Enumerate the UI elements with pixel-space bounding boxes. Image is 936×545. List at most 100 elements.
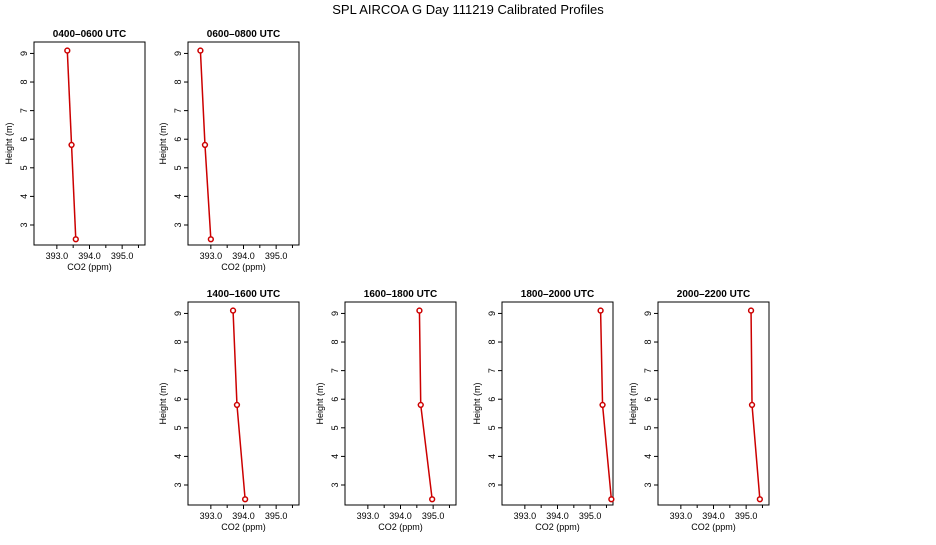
data-point (197, 47, 204, 54)
panel-5: 1800–2000 UTC 393.0 394.0 395.0 3 4 5 6 7 8 9 CO2 (… (472, 289, 615, 532)
data-point (201, 141, 209, 149)
x-tick-label: 393.0 (200, 251, 223, 261)
y-axis-label: Height (m) (158, 122, 168, 164)
data-point (747, 307, 755, 314)
data-point (599, 401, 606, 409)
y-axis-label: Height (m) (315, 382, 325, 424)
data-point (241, 496, 249, 503)
panel-2: 0600–0800 UTC 393.0 394.0 395.0 3 4 5 6 7 8 9 CO2 (… (158, 29, 300, 272)
y-axis-label: Height (m) (4, 122, 14, 164)
panel-6: 2000–2200 UTC 393.0 394.0 395.0 3 4 5 6 7 8 9 CO2 (… (628, 289, 770, 532)
y-tick-label: 6 (643, 397, 653, 402)
y-tick-label: 3 (643, 482, 653, 487)
y-tick-label: 9 (19, 51, 29, 56)
data-point (233, 401, 241, 409)
x-tick-label: 395.0 (265, 511, 288, 521)
data-point (608, 496, 615, 503)
y-tick-label: 9 (173, 311, 183, 316)
y-tick-label: 4 (173, 194, 183, 199)
x-tick-label: 393.0 (670, 511, 693, 521)
y-axis-label: Height (m) (158, 382, 168, 424)
y-tick-label: 9 (173, 51, 183, 56)
data-point (748, 401, 756, 409)
data-point (597, 307, 604, 314)
y-axis-label: Height (m) (472, 382, 482, 424)
y-tick-label: 8 (643, 340, 653, 345)
y-tick-label: 8 (487, 340, 497, 345)
plot-frame (344, 301, 457, 506)
panel-title: 1400–1600 UTC (207, 289, 280, 300)
y-tick-label: 3 (19, 222, 29, 227)
x-axis-label: CO2 (ppm) (378, 522, 423, 532)
plot-frame (33, 41, 146, 246)
panel-title: 1600–1800 UTC (364, 289, 437, 300)
y-tick-label: 4 (173, 454, 183, 459)
x-tick-label: 394.0 (232, 251, 255, 261)
y-tick-label: 9 (643, 311, 653, 316)
plot-frame (501, 301, 614, 506)
y-tick-label: 3 (487, 482, 497, 487)
y-tick-label: 3 (173, 482, 183, 487)
y-tick-label: 9 (487, 311, 497, 316)
panel-4: 1600–1800 UTC 393.0 394.0 395.0 3 4 5 6 7 8 9 CO2 (… (315, 289, 457, 532)
data-point (417, 401, 424, 409)
y-tick-label: 6 (330, 397, 340, 402)
y-tick-label: 9 (330, 311, 340, 316)
y-tick-label: 4 (330, 454, 340, 459)
figure-title: SPL AIRCOA G Day 111219 Calibrated Profi… (332, 2, 604, 17)
y-tick-label: 8 (173, 340, 183, 345)
y-tick-label: 5 (173, 425, 183, 430)
data-point (416, 307, 423, 314)
data-point (64, 47, 71, 54)
x-tick-label: 394.0 (702, 511, 725, 521)
panel-title: 2000–2200 UTC (677, 289, 750, 300)
y-tick-label: 7 (173, 108, 183, 113)
y-axis-label: Height (m) (628, 382, 638, 424)
y-tick-label: 5 (173, 165, 183, 170)
y-tick-label: 7 (173, 368, 183, 373)
x-axis-label: CO2 (ppm) (221, 262, 266, 272)
y-tick-label: 8 (173, 80, 183, 85)
panel-3: 1400–1600 UTC 393.0 394.0 395.0 3 4 5 6 7 8 9 CO2 (… (158, 289, 300, 532)
x-tick-label: 393.0 (200, 511, 223, 521)
y-tick-label: 7 (19, 108, 29, 113)
x-tick-label: 395.0 (735, 511, 758, 521)
data-point (229, 307, 237, 314)
x-tick-label: 393.0 (514, 511, 537, 521)
y-tick-label: 6 (173, 397, 183, 402)
x-tick-label: 394.0 (232, 511, 255, 521)
y-tick-label: 6 (19, 137, 29, 142)
data-point (207, 236, 215, 243)
y-tick-label: 5 (487, 425, 497, 430)
x-tick-label: 394.0 (546, 511, 569, 521)
panel-title: 1800–2000 UTC (521, 289, 594, 300)
data-point (756, 496, 764, 503)
y-tick-label: 4 (643, 454, 653, 459)
y-tick-label: 8 (19, 80, 29, 85)
panel-1: 0400–0600 UTC 393.0 394.0 395.0 3 4 5 6 7 8 9 CO2 (… (4, 29, 146, 272)
y-tick-label: 4 (487, 454, 497, 459)
y-tick-label: 5 (643, 425, 653, 430)
x-axis-label: CO2 (ppm) (67, 262, 112, 272)
panel-title: 0400–0600 UTC (53, 29, 126, 40)
x-tick-label: 395.0 (265, 251, 288, 261)
x-axis-label: CO2 (ppm) (535, 522, 580, 532)
panel-title: 0600–0800 UTC (207, 29, 280, 40)
y-tick-label: 7 (487, 368, 497, 373)
y-tick-label: 6 (173, 137, 183, 142)
y-tick-label: 8 (330, 340, 340, 345)
data-point (68, 141, 75, 149)
y-tick-label: 7 (330, 368, 340, 373)
y-tick-label: 7 (643, 368, 653, 373)
x-tick-label: 395.0 (111, 251, 134, 261)
y-tick-label: 4 (19, 194, 29, 199)
y-tick-label: 3 (173, 222, 183, 227)
x-tick-label: 395.0 (579, 511, 602, 521)
x-tick-label: 393.0 (46, 251, 69, 261)
x-tick-label: 395.0 (422, 511, 445, 521)
x-tick-label: 393.0 (357, 511, 380, 521)
y-tick-label: 6 (487, 397, 497, 402)
x-tick-label: 394.0 (78, 251, 101, 261)
